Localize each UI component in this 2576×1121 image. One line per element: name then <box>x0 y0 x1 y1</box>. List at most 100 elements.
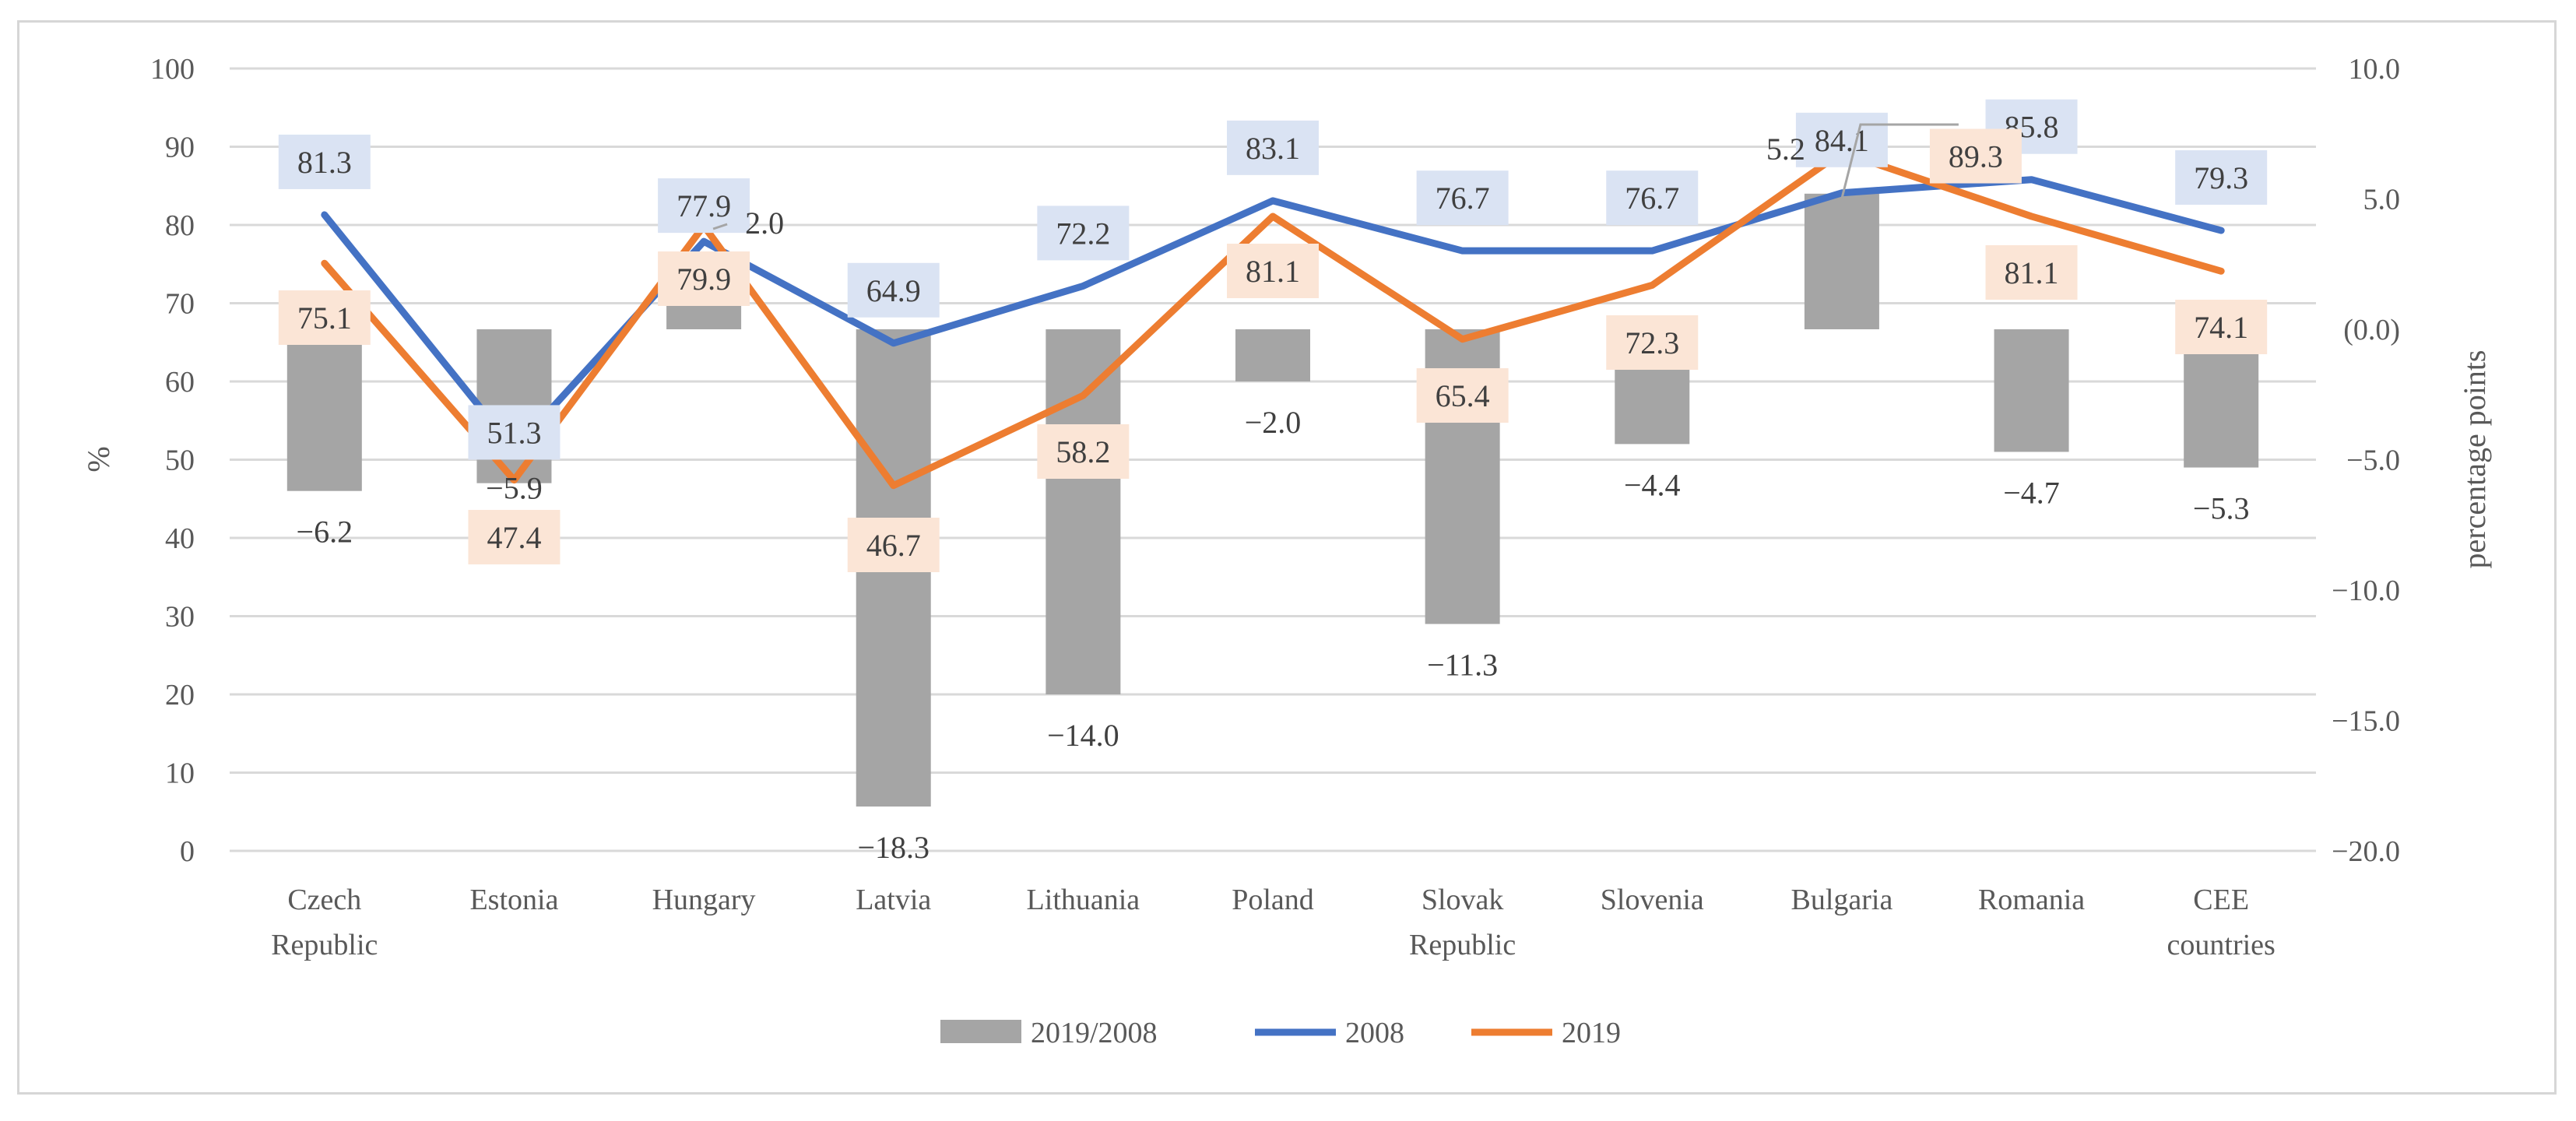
label-2008: 64.9 <box>866 273 921 308</box>
label-2008-box <box>1037 206 1130 261</box>
series-line-2019 <box>321 149 2225 490</box>
left-tick-label: 30 <box>165 601 195 634</box>
category-label: Bulgaria <box>1791 884 1892 916</box>
label-2019: 74.1 <box>2194 310 2248 345</box>
category-label: Hungary <box>652 884 756 916</box>
label-2019: 89.3 <box>1949 139 2003 174</box>
axes: 0 10 20 30 40 50 60 70 80 90 100 −20.0 −15.0 −10.0 −5.… <box>81 53 2492 961</box>
label-2019-box <box>1929 128 2022 184</box>
label-2019-box <box>1227 244 1319 298</box>
right-tick-label: (0.0) <box>2343 314 2400 346</box>
label-2008-box <box>1227 120 1319 175</box>
label-2008: 81.3 <box>297 145 352 180</box>
line-series <box>321 149 2225 490</box>
right-tick-label: −15.0 <box>2332 705 2400 738</box>
right-tick-label: −10.0 <box>2332 575 2400 607</box>
category-label: Romania <box>1978 884 2085 916</box>
label-bar: −5.3 <box>2193 491 2250 526</box>
label-2019: 47.4 <box>487 520 541 555</box>
label-bar: −18.3 <box>857 830 930 865</box>
label-bar: −6.2 <box>297 515 353 550</box>
legend-label: 2008 <box>1345 1017 1404 1049</box>
label-2019: 79.9 <box>677 262 731 297</box>
category-label: Republic <box>1409 929 1516 961</box>
left-tick-label: 70 <box>165 288 195 321</box>
label-2019-box <box>2175 300 2268 354</box>
category-label: Czech <box>287 884 361 916</box>
label-bar: −5.9 <box>486 471 543 506</box>
right-tick-label: 10.0 <box>2349 53 2401 86</box>
left-tick-label: 80 <box>165 209 195 242</box>
left-tick-label: 90 <box>165 132 195 164</box>
left-tick-label: 100 <box>150 53 195 86</box>
label-2008: 79.3 <box>2194 160 2248 195</box>
label-2019: 46.7 <box>866 528 921 563</box>
label-2008-box <box>1795 112 1888 167</box>
label-2008: 84.1 <box>1815 123 1869 158</box>
bar <box>1235 329 1310 381</box>
label-bar: −11.3 <box>1427 648 1498 683</box>
label-2008-box <box>1606 170 1699 226</box>
bar <box>1046 329 1121 694</box>
label-bar: 5.2 <box>1766 132 1805 167</box>
legend: 2019/2008 2008 2019 <box>940 1017 1621 1049</box>
label-2008: 51.3 <box>487 415 541 450</box>
leader-line <box>1840 123 1959 199</box>
leader-line <box>712 223 728 230</box>
left-tick-label: 40 <box>165 522 195 555</box>
category-label: Lithuania <box>1027 884 1140 916</box>
label-bar: −4.4 <box>1624 467 1681 502</box>
label-2019: 81.1 <box>1246 254 1300 289</box>
category-label: countries <box>2167 929 2276 961</box>
category-label: Estonia <box>469 884 558 916</box>
label-2008-box <box>658 178 750 234</box>
label-bar: −4.7 <box>2003 475 2060 510</box>
chart-frame <box>17 20 2557 1095</box>
bar <box>1804 193 1879 329</box>
category-label: CEE <box>2193 884 2249 916</box>
left-tick-label: 0 <box>180 835 195 868</box>
label-2019-box <box>468 510 561 564</box>
category-label: Slovenia <box>1601 884 1704 916</box>
label-2019: 65.4 <box>1436 378 1490 413</box>
label-2019: 58.2 <box>1056 434 1110 469</box>
label-2008: 77.9 <box>677 188 731 223</box>
label-bar: −2.0 <box>1245 405 1302 440</box>
label-2019: 81.1 <box>2005 255 2059 290</box>
label-2019-box <box>658 251 750 306</box>
left-tick-label: 50 <box>165 445 195 477</box>
legend-swatch-bar <box>940 1020 1021 1043</box>
label-2019: 75.1 <box>297 300 352 336</box>
right-tick-label: −5.0 <box>2346 445 2400 477</box>
category-label: Republic <box>271 929 378 961</box>
legend-label: 2019/2008 <box>1031 1017 1158 1049</box>
left-tick-label: 20 <box>165 679 195 712</box>
bar <box>286 329 362 491</box>
label-2008-box <box>468 405 561 460</box>
label-2008-box <box>847 262 940 318</box>
label-2019-box <box>1985 245 2078 300</box>
right-axis-title: percentage points <box>2457 350 2492 569</box>
label-2008-box <box>1416 170 1509 226</box>
category-label: Latvia <box>856 884 931 916</box>
right-tick-label: 5.0 <box>2363 184 2401 216</box>
data-labels: 81.351.377.964.972.283.176.7 76.784.1 85.8… <box>278 99 2268 865</box>
bar <box>1994 329 2069 452</box>
label-2008-box <box>278 134 371 189</box>
label-2008: 72.2 <box>1056 216 1110 251</box>
right-tick-label: −20.0 <box>2332 835 2400 868</box>
label-2019-box <box>278 290 371 345</box>
label-2008: 76.7 <box>1625 181 1679 216</box>
label-2019-box <box>1037 424 1130 479</box>
category-label: Poland <box>1232 884 1314 916</box>
label-2008: 83.1 <box>1246 131 1300 166</box>
label-bar: −14.0 <box>1047 718 1119 753</box>
label-2019-box <box>1606 315 1699 370</box>
label-2019-box <box>1416 368 1509 423</box>
left-axis-title: % <box>81 446 116 472</box>
label-2019-box <box>847 518 940 572</box>
label-bar: 2.0 <box>745 206 784 241</box>
label-2008-box <box>2175 150 2268 206</box>
legend-label: 2019 <box>1562 1017 1621 1049</box>
